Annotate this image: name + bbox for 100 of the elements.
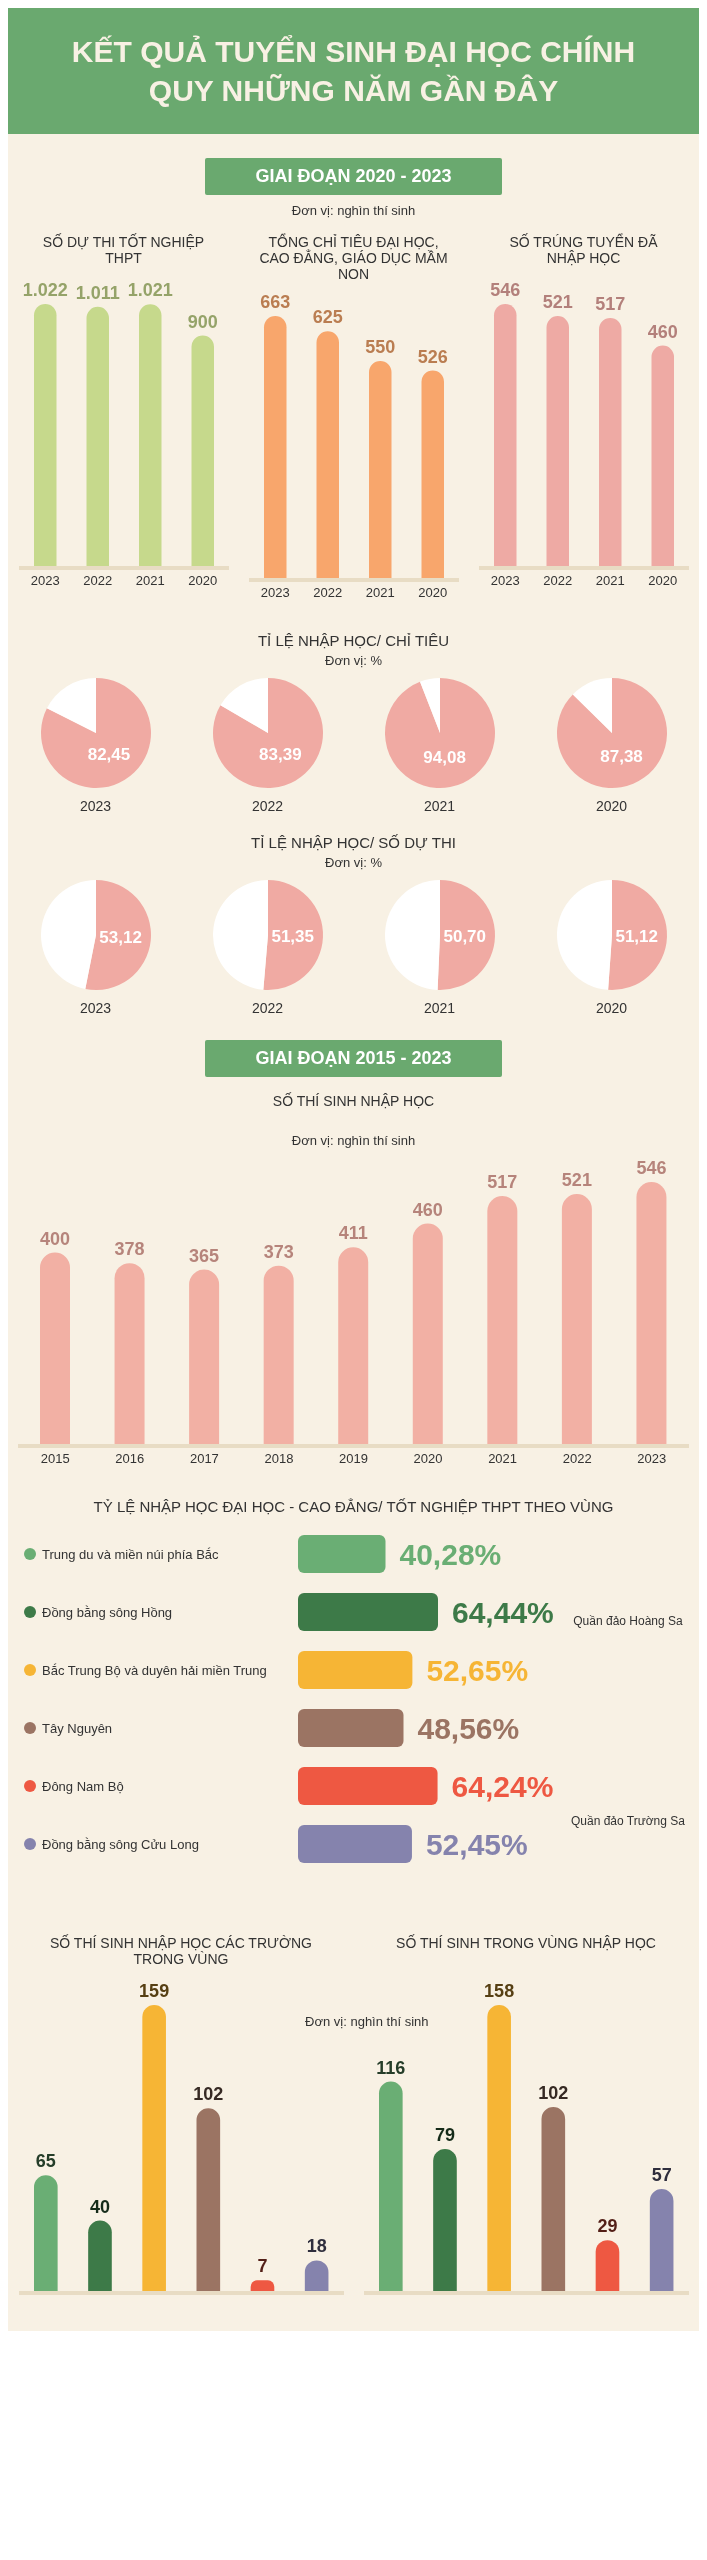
text: KẾT QUẢ TUYỂN SINH ĐẠI HỌC CHÍNH QUY NHỮNG NĂM GẦN ĐÂY [8, 8, 699, 134]
data-label: 82,45 [87, 745, 130, 765]
text: TỈ LỆ NHẬP HỌC/ SỐ DỰ THI [250, 834, 457, 851]
data-label: 50,70 [442, 926, 486, 946]
data-label: 378 [114, 1239, 145, 1260]
pie-slice [437, 880, 495, 990]
bar [421, 370, 444, 580]
x-tick-label: 2021 [365, 585, 395, 601]
bar [33, 304, 56, 568]
x-tick-label: 2022 [82, 573, 112, 589]
text: Đơn vị: nghìn thí sinh [290, 203, 417, 218]
pie-slice [84, 880, 151, 990]
data-label: 546 [489, 280, 520, 300]
bar [598, 318, 621, 568]
text: 2023 [78, 798, 113, 814]
category-label: Bắc Trung Bộ và duyên hải miền Trung [42, 1663, 267, 1678]
bar [141, 2005, 166, 2293]
x-tick-label: 2015 [40, 1451, 70, 1467]
data-label: 521 [561, 1170, 592, 1191]
text: 2022 [250, 798, 285, 814]
x-tick-label: 2020 [413, 1451, 443, 1467]
bar [196, 2108, 220, 2293]
pie-slice [262, 880, 323, 990]
text: GIAI ĐOẠN 2015 - 2023 [205, 1040, 502, 1077]
pie-slice [607, 880, 667, 990]
data-label: 83,39 [258, 745, 302, 765]
pie-slice [556, 678, 667, 788]
data-label: 40,28% [399, 1538, 502, 1571]
x-tick-label: 2022 [312, 585, 342, 601]
x-tick-label: 2021 [488, 1451, 518, 1467]
chart-subtitle: Đơn vị: nghìn thí sinh [290, 1133, 417, 1148]
pie-slice [419, 678, 440, 733]
data-label: 102 [537, 2083, 568, 2104]
bar [541, 2107, 565, 2293]
bar [493, 304, 516, 568]
data-label: 663 [259, 292, 290, 312]
data-label: 64,24% [451, 1770, 554, 1803]
data-label: 400 [39, 1228, 71, 1249]
x-tick-label: 2017 [189, 1451, 219, 1467]
text: 2020 [594, 1000, 629, 1016]
x-tick-label: 2023 [260, 585, 290, 601]
data-label: 411 [338, 1223, 368, 1244]
x-tick-label: 2020 [187, 573, 217, 589]
data-label: 460 [647, 321, 678, 342]
data-label: 521 [542, 292, 573, 313]
unit-note: Đơn vị: nghìn thí sinh [305, 2014, 429, 2029]
data-label: 102 [192, 2084, 223, 2105]
x-tick-label: 2023 [637, 1451, 667, 1467]
x-tick-label: 2021 [595, 573, 625, 589]
data-label: 79 [434, 2125, 455, 2145]
bar [651, 345, 674, 568]
data-label: 1.011 [75, 282, 120, 303]
bar [33, 2175, 58, 2293]
bar [86, 306, 109, 568]
text: 2023 [78, 1000, 113, 1016]
pie-slice [212, 880, 268, 990]
bar [338, 1247, 369, 1446]
x-tick-label: 2023 [30, 573, 60, 589]
data-label: 65 [35, 2151, 56, 2172]
data-label: 900 [187, 311, 218, 332]
data-label: 546 [636, 1158, 667, 1178]
pie-slice [556, 880, 612, 990]
pie-slice [212, 678, 323, 788]
bar [546, 316, 569, 568]
bar [114, 1263, 145, 1446]
bar [138, 304, 161, 568]
data-label: 373 [263, 1241, 294, 1262]
pie-slice [384, 678, 495, 788]
data-label: 18 [306, 2236, 327, 2257]
x-tick-label: 2020 [647, 573, 677, 589]
x-tick-label: 2023 [490, 573, 520, 589]
data-label: 517 [487, 1172, 518, 1193]
data-label: 64,44% [452, 1596, 554, 1629]
bar [649, 2189, 673, 2293]
x-tick-label: 2020 [417, 585, 447, 601]
x-tick-label: 2016 [115, 1451, 145, 1467]
text: GIAI ĐOẠN 2020 - 2023 [205, 158, 502, 195]
text: Đơn vị: % [324, 653, 383, 668]
bar [487, 1196, 518, 1446]
data-label: 158 [483, 1981, 514, 2001]
chart-title: SỐ THÍ SINH NHẬP HỌC CÁC TRƯỜNG TRONG VÙNG [49, 1933, 313, 1969]
data-label: 51,35 [270, 927, 314, 947]
chart-title: SỐ THÍ SINH TRONG VÙNG NHẬP HỌC [395, 1933, 657, 1953]
bar [40, 1252, 70, 1446]
pie-slice [40, 880, 96, 989]
pie-slice [219, 678, 268, 733]
data-label: 550 [364, 337, 395, 357]
data-label: 365 [189, 1245, 220, 1266]
bar [432, 2149, 457, 2293]
data-label: 57 [651, 2165, 672, 2186]
bar [561, 1194, 592, 1446]
text: 2021 [422, 1000, 457, 1016]
text: Quần đảo Hoàng Sa [573, 1614, 684, 1628]
pie-slice [384, 880, 440, 990]
bar [368, 361, 391, 580]
data-label: 29 [596, 2216, 617, 2237]
category-label: Tây Nguyên [42, 1721, 113, 1736]
text: TỶ LỆ NHẬP HỌC ĐẠI HỌC - CAO ĐẲNG/ TỐT NGHIỆP THPT THEO VÙNG [92, 1498, 615, 1515]
chart-title: TỔNG CHỈ TIÊU ĐẠI HỌC, CAO ĐẲNG, GIÁO DỤC MẦM NON [258, 232, 449, 282]
text: Quần đảo Trường Sa [571, 1814, 686, 1828]
